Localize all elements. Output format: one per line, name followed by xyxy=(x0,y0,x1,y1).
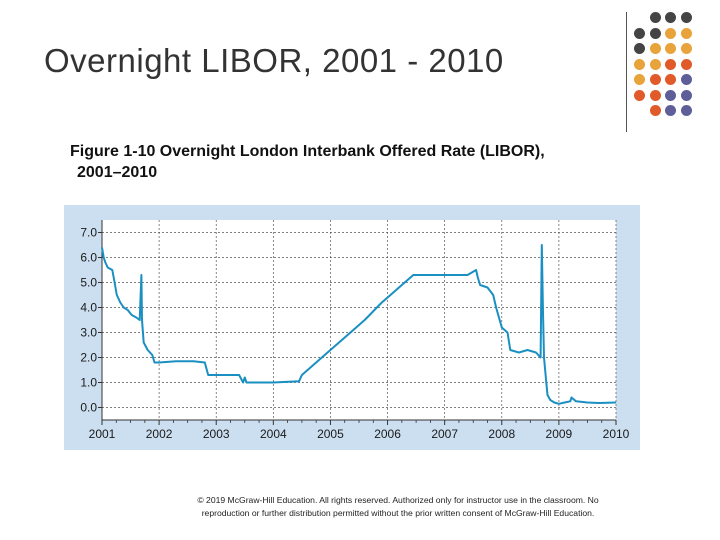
x-tick-label: 2004 xyxy=(260,427,287,441)
x-tick-label: 2002 xyxy=(146,427,173,441)
decorative-divider xyxy=(626,12,627,132)
decorative-dot xyxy=(665,43,676,54)
tick-labels: 0.0 1.0 2.0 3.0 4.0 5.0 6.0 7.0 2001 2002 2003 2004… xyxy=(80,226,629,442)
decorative-dot xyxy=(680,58,692,70)
decorative-dot xyxy=(649,12,661,23)
y-tick-label: 6.0 xyxy=(80,251,97,265)
axis-ticks xyxy=(98,220,617,425)
decorative-dot xyxy=(665,27,676,39)
decorative-dot xyxy=(680,27,692,39)
x-tick-label: 2007 xyxy=(431,427,458,441)
copyright-line-1: © 2019 McGraw-Hill Education. All rights… xyxy=(197,495,599,505)
x-tick-label: 2008 xyxy=(488,427,515,441)
decorative-dot xyxy=(665,74,676,85)
decorative-dot xyxy=(680,12,692,23)
decorative-dot xyxy=(634,43,645,54)
decorative-dot xyxy=(634,74,645,85)
y-tick-label: 1.0 xyxy=(80,376,97,390)
x-tick-label: 2009 xyxy=(546,427,573,441)
decorative-dot xyxy=(649,58,661,70)
decorative-dot xyxy=(665,105,676,116)
decorative-dot xyxy=(665,58,676,70)
slide-title: Overnight LIBOR, 2001 - 2010 xyxy=(44,42,504,79)
decorative-dot xyxy=(634,89,645,101)
y-tick-label: 2.0 xyxy=(80,351,97,365)
y-tick-label: 3.0 xyxy=(80,326,97,340)
figure-caption: Figure 1-10 Overnight London Interbank O… xyxy=(70,141,630,183)
decorative-dot xyxy=(649,27,661,39)
y-tick-label: 4.0 xyxy=(80,301,97,315)
decorative-dot xyxy=(680,74,692,85)
x-tick-label: 2003 xyxy=(203,427,230,441)
figure-caption-line-2: 2001–2010 xyxy=(77,164,158,181)
copyright-notice: © 2019 McGraw-Hill Education. All rights… xyxy=(150,494,646,520)
x-tick-label: 2001 xyxy=(89,427,116,441)
decorative-dot xyxy=(634,27,645,39)
decorative-dot xyxy=(680,43,692,54)
y-tick-label: 7.0 xyxy=(80,226,97,240)
series-layer xyxy=(101,244,617,405)
decorative-dot xyxy=(649,105,661,116)
decorative-dot xyxy=(680,105,692,116)
plot-area xyxy=(102,220,616,420)
decorative-dot xyxy=(634,58,645,70)
decorative-dot xyxy=(665,12,676,23)
decorative-dot xyxy=(649,43,661,54)
decorative-dot xyxy=(649,89,661,101)
x-tick-label: 2010 xyxy=(603,427,630,441)
libor-line-chart: 0.0 1.0 2.0 3.0 4.0 5.0 6.0 7.0 2001 2002 2003 2004… xyxy=(64,205,640,450)
decorative-dot xyxy=(649,74,661,85)
x-tick-label: 2006 xyxy=(374,427,401,441)
decorative-dot xyxy=(680,89,692,101)
decorative-dot xyxy=(665,89,676,101)
decorative-dot-pattern xyxy=(634,10,718,130)
y-tick-label: 5.0 xyxy=(80,276,97,290)
x-tick-label: 2005 xyxy=(317,427,344,441)
y-tick-label: 0.0 xyxy=(80,401,97,415)
figure-caption-line-1: Figure 1-10 Overnight London Interbank O… xyxy=(70,143,545,160)
libor-series-line xyxy=(101,244,617,405)
copyright-line-2: reproduction or further distribution per… xyxy=(201,508,595,518)
